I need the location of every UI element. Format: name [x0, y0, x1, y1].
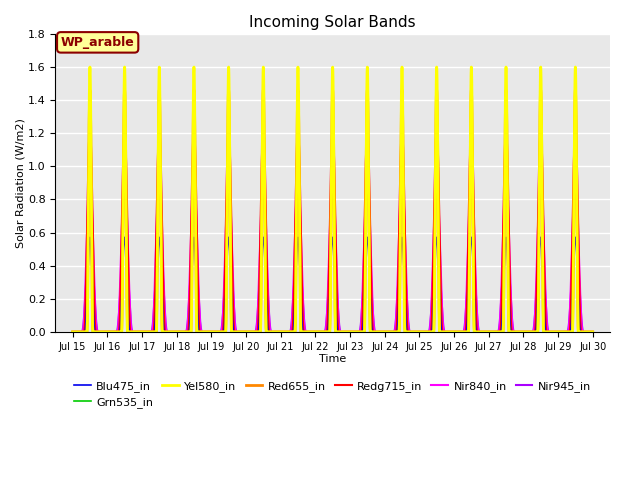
Grn535_in — [315, 329, 323, 335]
Blu475_in — [315, 329, 323, 335]
Yel580_in — [246, 329, 253, 335]
Nir945_in — [449, 329, 457, 335]
Grn535_in — [589, 329, 596, 335]
Yel580_in — [449, 329, 457, 335]
Nir945_in — [561, 329, 568, 335]
Redg715_in — [449, 329, 457, 335]
Nir840_in — [449, 329, 457, 335]
Red655_in — [315, 329, 323, 335]
Grn535_in — [567, 329, 575, 335]
Nir840_in — [315, 329, 323, 335]
Nir840_in — [246, 329, 253, 335]
Line: Yel580_in: Yel580_in — [72, 67, 593, 332]
Nir945_in — [589, 329, 596, 335]
Blu475_in — [449, 329, 457, 335]
Blu475_in — [68, 329, 76, 335]
Nir840_in — [68, 329, 76, 335]
Line: Red655_in: Red655_in — [72, 90, 593, 332]
Redg715_in — [589, 329, 596, 335]
Title: Incoming Solar Bands: Incoming Solar Bands — [250, 15, 416, 30]
Grn535_in — [463, 329, 471, 335]
Line: Nir945_in: Nir945_in — [72, 238, 593, 332]
Blu475_in — [589, 329, 596, 335]
Red655_in — [449, 329, 457, 335]
Yel580_in — [589, 329, 596, 335]
Nir945_in — [246, 329, 253, 335]
Redg715_in — [68, 329, 76, 335]
Y-axis label: Solar Radiation (W/m2): Solar Radiation (W/m2) — [15, 118, 25, 248]
Redg715_in — [86, 127, 94, 133]
Red655_in — [567, 329, 575, 335]
Line: Blu475_in: Blu475_in — [72, 238, 593, 332]
Nir840_in — [463, 261, 471, 266]
Grn535_in — [86, 127, 94, 133]
Nir945_in — [463, 279, 471, 285]
Line: Grn535_in: Grn535_in — [72, 130, 593, 332]
Yel580_in — [561, 329, 568, 335]
Red655_in — [561, 329, 568, 335]
Nir840_in — [567, 281, 575, 287]
Grn535_in — [449, 329, 457, 335]
Red655_in — [463, 329, 471, 335]
Blu475_in — [561, 329, 568, 335]
Yel580_in — [315, 329, 323, 335]
Blu475_in — [86, 235, 94, 240]
Nir945_in — [567, 291, 575, 297]
Nir945_in — [68, 329, 76, 335]
X-axis label: Time: Time — [319, 354, 346, 364]
Nir840_in — [561, 329, 568, 335]
Blu475_in — [567, 326, 575, 332]
Red655_in — [246, 329, 253, 335]
Nir840_in — [86, 177, 94, 182]
Nir840_in — [589, 329, 596, 335]
Text: WP_arable: WP_arable — [61, 36, 134, 49]
Grn535_in — [561, 329, 568, 335]
Redg715_in — [246, 329, 253, 335]
Blu475_in — [246, 329, 253, 335]
Red655_in — [86, 87, 94, 93]
Line: Redg715_in: Redg715_in — [72, 130, 593, 332]
Redg715_in — [315, 329, 323, 335]
Nir945_in — [315, 329, 323, 335]
Redg715_in — [463, 278, 471, 284]
Grn535_in — [68, 329, 76, 335]
Nir945_in — [86, 235, 94, 240]
Red655_in — [68, 329, 76, 335]
Grn535_in — [246, 329, 253, 335]
Legend: Blu475_in, Grn535_in, Yel580_in, Red655_in, Redg715_in, Nir840_in, Nir945_in: Blu475_in, Grn535_in, Yel580_in, Red655_… — [70, 376, 596, 412]
Yel580_in — [68, 329, 76, 335]
Red655_in — [589, 329, 596, 335]
Blu475_in — [463, 316, 471, 322]
Line: Nir840_in: Nir840_in — [72, 180, 593, 332]
Yel580_in — [463, 329, 471, 335]
Redg715_in — [561, 329, 568, 335]
Yel580_in — [86, 64, 94, 70]
Yel580_in — [567, 329, 575, 335]
Redg715_in — [567, 305, 575, 311]
